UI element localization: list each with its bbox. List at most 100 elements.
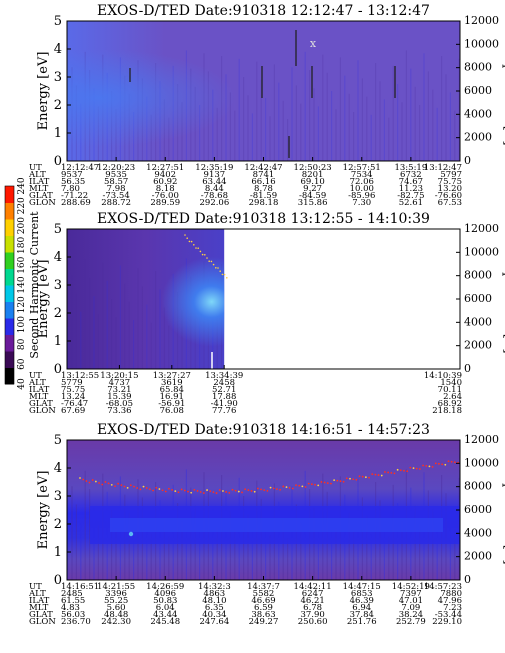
ephemeris-cell: 14:26:59 xyxy=(146,582,184,592)
spectrogram-stripe xyxy=(317,525,319,580)
temperature-trace-dot xyxy=(412,467,415,470)
ephemeris-cell: 13:34:39 xyxy=(205,371,243,381)
temperature-trace-dot xyxy=(453,461,456,464)
colorbar-segment xyxy=(5,202,14,220)
y-tick-label: 0 xyxy=(54,154,62,169)
y-tick-label: 1 xyxy=(54,545,62,560)
ephemeris-row-label: UT xyxy=(29,582,42,592)
ephemeris-cell: 6.94 xyxy=(352,603,371,613)
ephemeris-cell: 43.44 xyxy=(153,610,177,620)
y2-tick-label: 2000 xyxy=(464,550,492,563)
ephemeris-cell: 55.25 xyxy=(104,596,128,606)
colorbar-segment xyxy=(5,219,14,236)
ephemeris-cell: 14:10:39 xyxy=(424,371,462,381)
ephemeris-cell: -41.90 xyxy=(211,399,238,409)
spectrogram-stripe xyxy=(269,535,271,580)
y2-tick-label: 8000 xyxy=(464,480,492,493)
ephemeris-cell: 46.69 xyxy=(251,596,275,606)
temperature-trace-dot xyxy=(91,479,94,481)
temperature-trace-dot xyxy=(434,462,437,465)
temperature-trace-dot xyxy=(206,489,208,491)
temperature-trace-dot xyxy=(197,247,199,249)
y-tick-label: 2 xyxy=(54,306,62,321)
temperature-trace-dot xyxy=(123,485,126,488)
temperature-trace-dot xyxy=(209,490,212,493)
y2-tick-label: 10000 xyxy=(464,245,499,258)
ephemeris-cell: -76.00 xyxy=(152,191,179,201)
temperature-trace-dot xyxy=(352,478,355,481)
spectrogram-stripe xyxy=(454,529,456,580)
ephemeris-cell: 12:50:23 xyxy=(294,163,332,173)
ephemeris-cell: 2458 xyxy=(213,378,235,388)
ephemeris-cell: 67.53 xyxy=(438,198,462,208)
ephemeris-cell: 9137 xyxy=(204,170,226,180)
spectrogram-stripe xyxy=(212,508,214,580)
temperature-trace-dot xyxy=(450,460,453,463)
y-axis-label: Energy [eV] xyxy=(36,260,51,339)
spectrogram-stripe xyxy=(366,515,368,580)
temperature-trace-dot xyxy=(330,482,332,485)
temperature-trace-dot xyxy=(301,485,304,488)
ephemeris-cell: 251.76 xyxy=(347,617,377,627)
ephemeris-cell: 5582 xyxy=(253,589,275,599)
y2-tick-label: 8000 xyxy=(464,61,492,74)
colorbar-tick-label: 200 xyxy=(17,217,27,234)
y2-tick-label: 12000 xyxy=(464,433,499,446)
ephemeris-cell: 3619 xyxy=(161,378,183,388)
y2-tick-label: 0 xyxy=(464,362,471,375)
ephemeris-row-label: ALT xyxy=(28,378,46,388)
temperature-trace-dot xyxy=(158,488,161,490)
temperature-trace-dot xyxy=(403,469,405,472)
temperature-trace-dot xyxy=(225,491,228,493)
ephemeris-cell: 74.67 xyxy=(399,177,423,187)
ephemeris-cell: 14:16:51 xyxy=(61,582,99,592)
temperature-trace-dot xyxy=(210,260,213,263)
ephemeris-cell: 17.88 xyxy=(212,392,236,402)
temperature-trace-dot xyxy=(94,480,97,483)
spectrogram-stripe xyxy=(370,533,372,580)
temperature-trace-dot xyxy=(425,465,428,467)
colorbar-tick-label: 40 xyxy=(17,378,27,390)
ephemeris-cell: 37.84 xyxy=(350,610,374,620)
ephemeris-cell: 75.75 xyxy=(61,385,85,395)
ephemeris-cell: 9535 xyxy=(105,170,127,180)
colorbar-tick-label: 160 xyxy=(17,256,27,273)
ephemeris-cell: 60.92 xyxy=(153,177,177,187)
ephemeris-cell: 48.10 xyxy=(202,596,226,606)
ephemeris-row-label: MLT xyxy=(29,603,49,613)
ephemeris-cell: 247.64 xyxy=(200,617,230,627)
y-axis-label: Energy [eV] xyxy=(36,52,51,131)
spectrogram-stripe xyxy=(247,514,249,580)
ephemeris-cell: -82.75 xyxy=(397,191,424,201)
y-tick-label: 2 xyxy=(54,98,62,113)
ephemeris-cell: 10.00 xyxy=(350,184,374,194)
temperature-trace-dot xyxy=(148,488,151,491)
ephemeris-row-label: ILAT xyxy=(29,385,50,395)
temperature-trace-dot xyxy=(399,469,402,472)
colorbar-frame xyxy=(4,185,15,385)
temperature-trace-dot xyxy=(266,489,269,492)
y2-axis-label: Temperature [K] xyxy=(501,455,505,564)
spectrogram-stripe xyxy=(163,518,165,580)
temperature-trace-dot xyxy=(193,244,195,246)
ephemeris-cell: 2.64 xyxy=(443,392,462,402)
temperature-trace-dot xyxy=(288,486,291,489)
chart-title: EXOS-D/TED Date:910318 14:16:51 - 14:57:… xyxy=(97,422,430,438)
spectrogram-stripe xyxy=(388,536,390,580)
temperature-trace-dot xyxy=(364,476,367,479)
ephemeris-cell: 65.84 xyxy=(160,385,184,395)
ephemeris-cell: -73.54 xyxy=(103,191,130,201)
temperature-trace-dot xyxy=(82,478,85,481)
spectrogram-stripe xyxy=(80,522,82,580)
temperature-trace-dot xyxy=(438,462,440,465)
temperature-trace-dot xyxy=(223,273,226,276)
temperature-trace-dot xyxy=(444,463,447,466)
spectrogram-stripe xyxy=(89,489,91,580)
ephemeris-cell: 3396 xyxy=(105,589,127,599)
ephemeris-cell: 13:12:47 xyxy=(424,163,462,173)
y-tick-label: 4 xyxy=(54,461,62,476)
temperature-trace-dot xyxy=(310,483,313,486)
temperature-trace-dot xyxy=(377,474,380,476)
spectrogram-stripe xyxy=(300,522,302,580)
